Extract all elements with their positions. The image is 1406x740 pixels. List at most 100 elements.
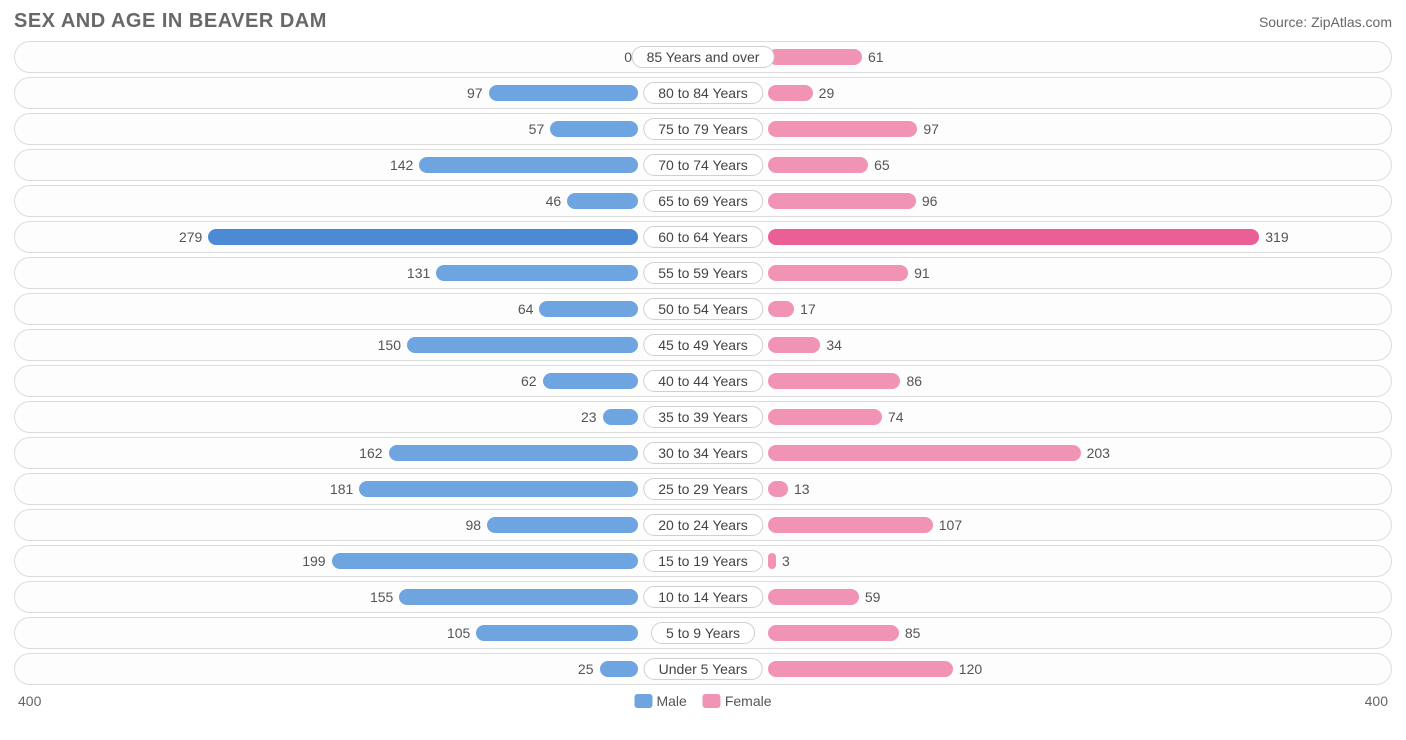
male-bar <box>399 589 638 605</box>
axis-max-right: 400 <box>1365 693 1388 709</box>
female-bar <box>768 589 859 605</box>
female-value: 3 <box>782 553 790 569</box>
male-bar <box>476 625 638 641</box>
age-group-label: 55 to 59 Years <box>643 262 763 284</box>
female-value: 319 <box>1265 229 1288 245</box>
female-bar <box>768 49 862 65</box>
age-group-label: 5 to 9 Years <box>651 622 755 644</box>
age-group-label: 65 to 69 Years <box>643 190 763 212</box>
age-group-label: 15 to 19 Years <box>643 550 763 572</box>
pyramid-row: 105 85 5 to 9 Years <box>14 617 1392 649</box>
male-bar <box>600 661 639 677</box>
female-bar <box>768 157 868 173</box>
male-bar <box>539 301 638 317</box>
female-value: 59 <box>865 589 881 605</box>
male-bar <box>407 337 638 353</box>
female-bar <box>768 409 882 425</box>
female-value: 65 <box>874 157 890 173</box>
male-swatch-icon <box>634 694 652 708</box>
pyramid-row: 06185 Years and over <box>14 41 1392 73</box>
male-value: 162 <box>359 445 382 461</box>
female-bar <box>768 229 1259 245</box>
chart-title: SEX AND AGE IN BEAVER DAM <box>14 10 327 33</box>
pyramid-row: 972980 to 84 Years <box>14 77 1392 109</box>
pyramid-row: 25 120 Under 5 Years <box>14 653 1392 685</box>
pyramid-row: 23 74 35 to 39 Years <box>14 401 1392 433</box>
female-value: 203 <box>1087 445 1110 461</box>
female-swatch-icon <box>703 694 721 708</box>
male-value: 150 <box>378 337 401 353</box>
male-bar <box>436 265 638 281</box>
age-group-label: 80 to 84 Years <box>643 82 763 104</box>
female-value: 74 <box>888 409 904 425</box>
male-bar <box>543 373 638 389</box>
age-group-label: 60 to 64 Years <box>643 226 763 248</box>
pyramid-row: 579775 to 79 Years <box>14 113 1392 145</box>
pyramid-row: 150 34 45 to 49 Years <box>14 329 1392 361</box>
female-bar <box>768 481 788 497</box>
age-group-label: Under 5 Years <box>644 658 763 680</box>
pyramid-row: 155 59 10 to 14 Years <box>14 581 1392 613</box>
male-value: 25 <box>578 661 594 677</box>
legend-male-label: Male <box>656 693 686 709</box>
male-value: 131 <box>407 265 430 281</box>
axis-max-left: 400 <box>18 693 41 709</box>
male-bar <box>389 445 638 461</box>
male-value: 181 <box>330 481 353 497</box>
age-group-label: 20 to 24 Years <box>643 514 763 536</box>
male-value: 23 <box>581 409 597 425</box>
pyramid-row: 162 203 30 to 34 Years <box>14 437 1392 469</box>
legend-female-label: Female <box>725 693 772 709</box>
female-value: 120 <box>959 661 982 677</box>
female-value: 85 <box>905 625 921 641</box>
pyramid-row: 181 13 25 to 29 Years <box>14 473 1392 505</box>
male-bar <box>208 229 638 245</box>
male-bar <box>332 553 638 569</box>
male-value: 105 <box>447 625 470 641</box>
male-bar <box>487 517 638 533</box>
female-bar <box>768 661 953 677</box>
age-group-label: 85 Years and over <box>632 46 775 68</box>
male-value: 155 <box>370 589 393 605</box>
pyramid-row: 1426570 to 74 Years <box>14 149 1392 181</box>
female-value: 13 <box>794 481 810 497</box>
male-value: 199 <box>302 553 325 569</box>
male-value: 98 <box>466 517 482 533</box>
source-attribution: Source: ZipAtlas.com <box>1259 14 1392 30</box>
male-value: 62 <box>521 373 537 389</box>
male-value: 64 <box>518 301 534 317</box>
female-bar <box>768 373 900 389</box>
female-bar <box>768 517 933 533</box>
age-group-label: 35 to 39 Years <box>643 406 763 428</box>
pyramid-row: 46 96 65 to 69 Years <box>14 185 1392 217</box>
female-value: 107 <box>939 517 962 533</box>
pyramid-row: 131 91 55 to 59 Years <box>14 257 1392 289</box>
pyramid-row: 199 3 15 to 19 Years <box>14 545 1392 577</box>
age-group-label: 45 to 49 Years <box>643 334 763 356</box>
female-bar <box>768 553 776 569</box>
age-group-label: 10 to 14 Years <box>643 586 763 608</box>
population-pyramid-chart: 06185 Years and over972980 to 84 Years57… <box>14 41 1392 685</box>
legend-female: Female <box>703 693 772 709</box>
male-value: 142 <box>390 157 413 173</box>
female-value: 29 <box>819 85 835 101</box>
male-value: 46 <box>546 193 562 209</box>
female-value: 34 <box>826 337 842 353</box>
female-value: 91 <box>914 265 930 281</box>
female-value: 96 <box>922 193 938 209</box>
female-bar <box>768 193 916 209</box>
male-bar <box>419 157 638 173</box>
age-group-label: 30 to 34 Years <box>643 442 763 464</box>
chart-footer: 400 Male Female 400 <box>14 689 1392 713</box>
male-value: 57 <box>529 121 545 137</box>
age-group-label: 40 to 44 Years <box>643 370 763 392</box>
female-value: 61 <box>868 49 884 65</box>
female-bar <box>768 301 794 317</box>
female-bar <box>768 85 813 101</box>
legend-male: Male <box>634 693 686 709</box>
age-group-label: 50 to 54 Years <box>643 298 763 320</box>
male-bar <box>550 121 638 137</box>
female-bar <box>768 337 820 353</box>
female-bar <box>768 121 917 137</box>
age-group-label: 25 to 29 Years <box>643 478 763 500</box>
